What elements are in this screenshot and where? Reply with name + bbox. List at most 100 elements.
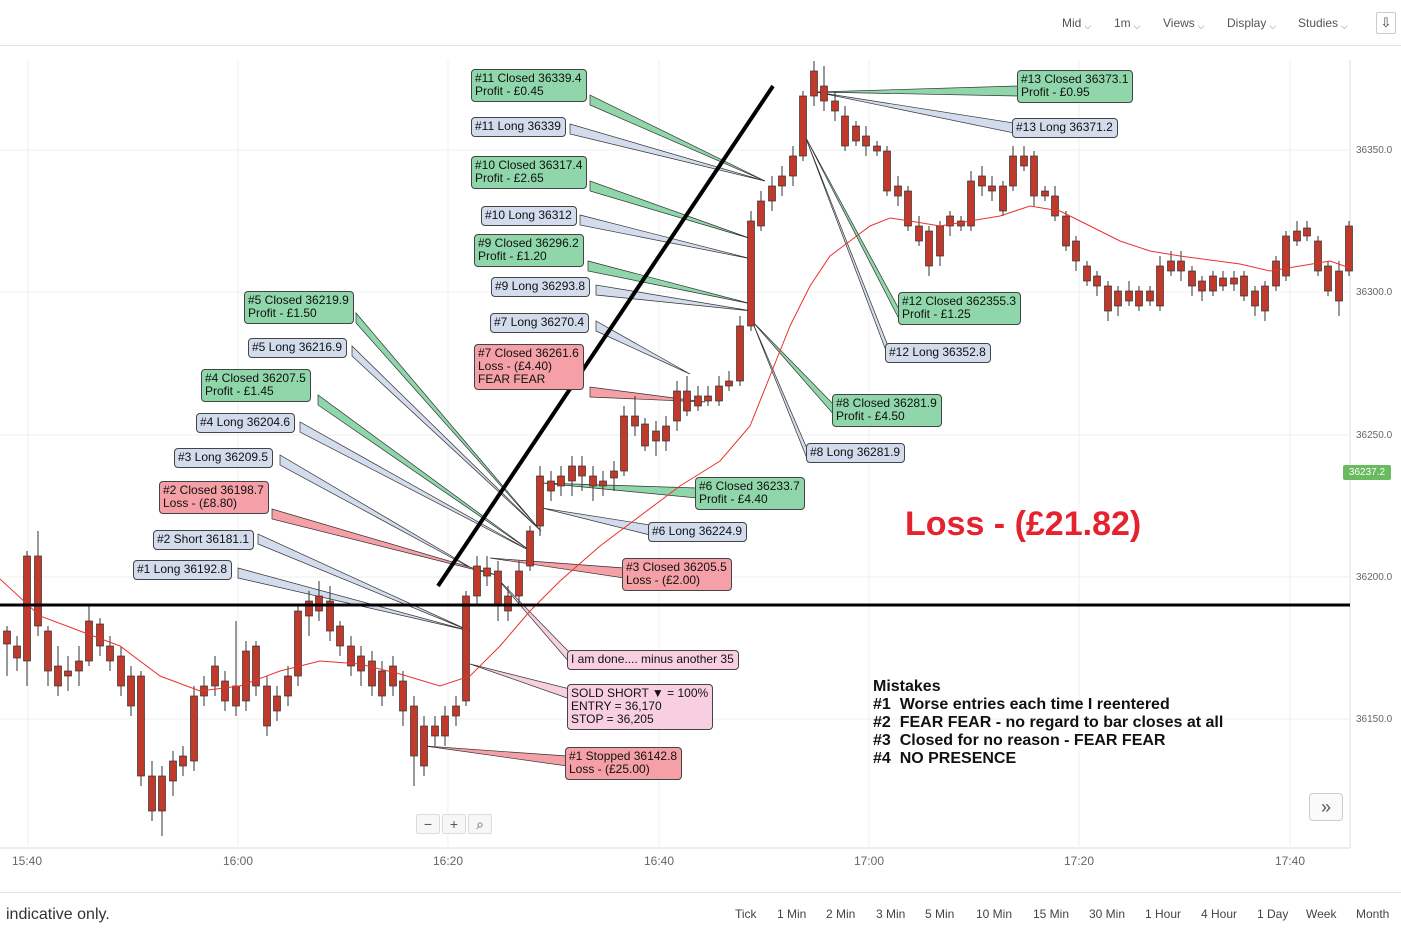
candle-down	[673, 390, 681, 422]
candle-down	[221, 680, 229, 702]
candle-down	[841, 115, 849, 147]
candle-down	[263, 685, 271, 727]
timeframe-1min[interactable]: 1 Min	[777, 907, 807, 921]
trend-line	[436, 84, 775, 588]
candle-down	[483, 567, 491, 577]
chevron-down-icon: ⌵	[1197, 21, 1205, 31]
candle-down	[1282, 235, 1290, 277]
trade-callout: #12 Closed 362355.3 Profit - £1.25	[898, 292, 1022, 325]
candle-down	[988, 185, 996, 192]
trade-callout: #11 Long 36339	[471, 117, 566, 137]
timeframe-month[interactable]: Month	[1356, 907, 1390, 921]
timeframe-4hour[interactable]: 4 Hour	[1201, 907, 1238, 921]
candle-down	[1198, 280, 1206, 292]
candle-down	[273, 695, 281, 712]
candle-down	[641, 423, 649, 447]
trade-callout: #8 Long 36281.9	[806, 443, 906, 463]
candle-down	[3, 630, 11, 645]
candle-down	[1209, 275, 1217, 292]
candle-down	[936, 225, 944, 257]
timeframe-15min[interactable]: 15 Min	[1033, 907, 1070, 921]
trade-callout: #1 Long 36192.8	[133, 560, 233, 580]
views-dropdown[interactable]: Views ⌵	[1163, 16, 1205, 31]
trade-callout: #12 Long 36352.8	[885, 343, 991, 363]
chevron-down-icon: ⌵	[1269, 21, 1277, 31]
callout-leader	[595, 320, 691, 375]
timeframe-30min[interactable]: 30 Min	[1089, 907, 1126, 921]
interval-dropdown[interactable]: 1m ⌵	[1114, 16, 1141, 31]
time-axis-label: 17:20	[1064, 854, 1095, 868]
scroll-to-latest-button[interactable]: »	[1309, 793, 1343, 821]
candle-down	[915, 225, 923, 242]
timeframe-week[interactable]: Week	[1306, 907, 1337, 921]
candle-down	[148, 775, 156, 812]
callout-leader	[569, 123, 766, 182]
candle-down	[810, 70, 818, 97]
candle-down	[757, 200, 765, 227]
trade-callout: #7 Closed 36261.6 Loss - (£4.40) FEAR FE…	[474, 344, 584, 390]
timeframe-5min[interactable]: 5 Min	[925, 907, 955, 921]
candle-down	[1051, 195, 1059, 217]
candle-down	[967, 180, 975, 227]
studies-label: Studies	[1298, 16, 1339, 30]
callout-leader	[815, 85, 1019, 97]
zoom-out-button[interactable]: −	[416, 814, 440, 834]
timeframe-tick[interactable]: Tick	[735, 907, 757, 921]
price-chart[interactable]: 36350.0 36300.0 36250.0 36200.0 36150.0 …	[0, 46, 1401, 892]
candle-down	[1009, 155, 1017, 187]
display-dropdown[interactable]: Display ⌵	[1227, 16, 1277, 31]
candle-down	[820, 85, 828, 102]
callout-leader	[494, 575, 571, 664]
trade-callout: #9 Long 36293.8	[491, 277, 591, 297]
candle-down	[179, 755, 187, 767]
candle-down	[1230, 277, 1238, 285]
timeframe-1hour[interactable]: 1 Hour	[1145, 907, 1182, 921]
callout-leader	[579, 214, 753, 260]
candle-down	[789, 155, 797, 177]
display-label: Display	[1227, 16, 1267, 30]
studies-dropdown[interactable]: Studies ⌵	[1298, 16, 1348, 31]
timeframe-10min[interactable]: 10 Min	[976, 907, 1013, 921]
zoom-reset-button[interactable]: ⌕	[468, 814, 492, 834]
collapse-button[interactable]: ⇩	[1376, 12, 1396, 34]
candle-down	[1272, 260, 1280, 287]
callout-leader	[589, 94, 766, 182]
callout-leader	[279, 454, 481, 574]
trade-callout: #4 Closed 36207.5 Profit - £1.45	[201, 369, 311, 402]
timeframe-1day[interactable]: 1 Day	[1257, 907, 1289, 921]
timeframe-3min[interactable]: 3 Min	[876, 907, 906, 921]
candle-down	[1146, 290, 1154, 302]
candle-down	[494, 570, 502, 607]
callout-leader	[489, 557, 625, 579]
timeframe-2min[interactable]: 2 Min	[826, 907, 856, 921]
candle-down	[862, 135, 870, 147]
candle-down	[441, 715, 449, 737]
candle-down	[1093, 275, 1101, 287]
trade-callout: #2 Closed 36198.7 Loss - (£8.80)	[159, 481, 269, 514]
callout-leader	[469, 663, 571, 700]
callout-leader	[589, 180, 753, 240]
candle-down	[347, 645, 355, 667]
time-axis-label: 16:00	[223, 854, 254, 868]
callout-leader	[424, 745, 568, 767]
candle-down	[547, 480, 555, 492]
trade-callout: #5 Long 36216.9	[248, 338, 348, 358]
candle-down	[1041, 190, 1049, 197]
price-type-dropdown[interactable]: Mid ⌵	[1062, 16, 1091, 31]
candle-down	[106, 645, 114, 662]
price-type-label: Mid	[1062, 16, 1082, 30]
zoom-in-button[interactable]: +	[442, 814, 466, 834]
candle-down	[85, 620, 93, 662]
trade-callout: #3 Long 36209.5	[174, 448, 274, 468]
chart-toolbar: Mid ⌵ 1m ⌵ Views ⌵ Display ⌵ Studies ⌵ ⇩	[0, 0, 1401, 46]
candle-down	[252, 645, 260, 687]
candle-down	[44, 630, 52, 672]
views-label: Views	[1163, 16, 1195, 30]
candle-down	[704, 395, 712, 402]
candle-down	[211, 665, 219, 687]
price-axis-label: 36200.0	[1356, 572, 1393, 583]
candle-down	[242, 650, 250, 702]
trade-callout: #10 Long 36312	[481, 206, 577, 226]
candle-down	[305, 600, 313, 617]
trade-callout: #9 Closed 36296.2 Profit - £1.20	[474, 234, 584, 267]
